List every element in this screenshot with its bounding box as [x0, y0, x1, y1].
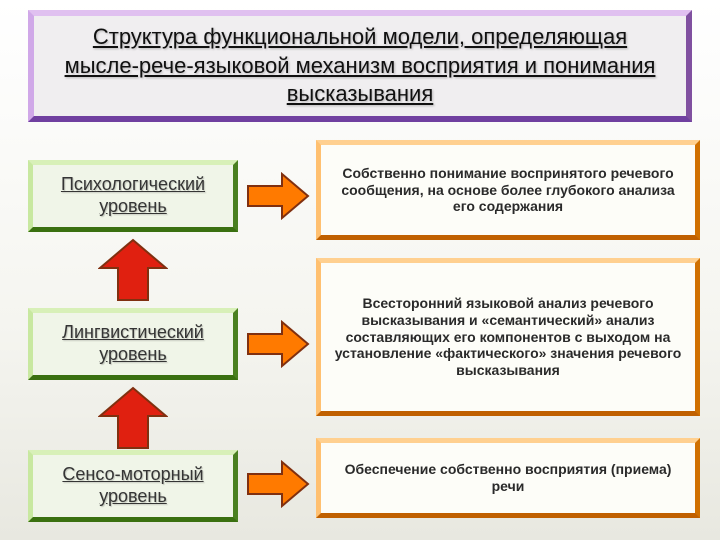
arrow-up-icon	[98, 238, 168, 302]
level-label: Сенсо-моторный уровень	[37, 464, 229, 507]
arrow-right-icon	[246, 460, 310, 508]
level-box-2: Сенсо-моторный уровень	[28, 450, 238, 522]
desc-box-2: Обеспечение собственно восприятия (прием…	[316, 438, 700, 518]
level-label: Лингвистический уровень	[37, 322, 229, 365]
level-box-1: Лингвистический уровень	[28, 308, 238, 380]
level-label: Психологический уровень	[37, 174, 229, 217]
desc-text: Всесторонний языковой анализ речевого вы…	[331, 295, 685, 379]
desc-box-1: Всесторонний языковой анализ речевого вы…	[316, 258, 700, 416]
desc-text: Собственно понимание воспринятого речево…	[331, 165, 685, 215]
header-title: Структура функциональной модели, определ…	[54, 23, 666, 109]
desc-box-0: Собственно понимание воспринятого речево…	[316, 140, 700, 240]
arrow-right-icon	[246, 320, 310, 368]
header-panel: Структура функциональной модели, определ…	[28, 10, 692, 122]
desc-text: Обеспечение собственно восприятия (прием…	[331, 461, 685, 495]
arrow-up-icon	[98, 386, 168, 450]
arrow-right-icon	[246, 172, 310, 220]
level-box-0: Психологический уровень	[28, 160, 238, 232]
